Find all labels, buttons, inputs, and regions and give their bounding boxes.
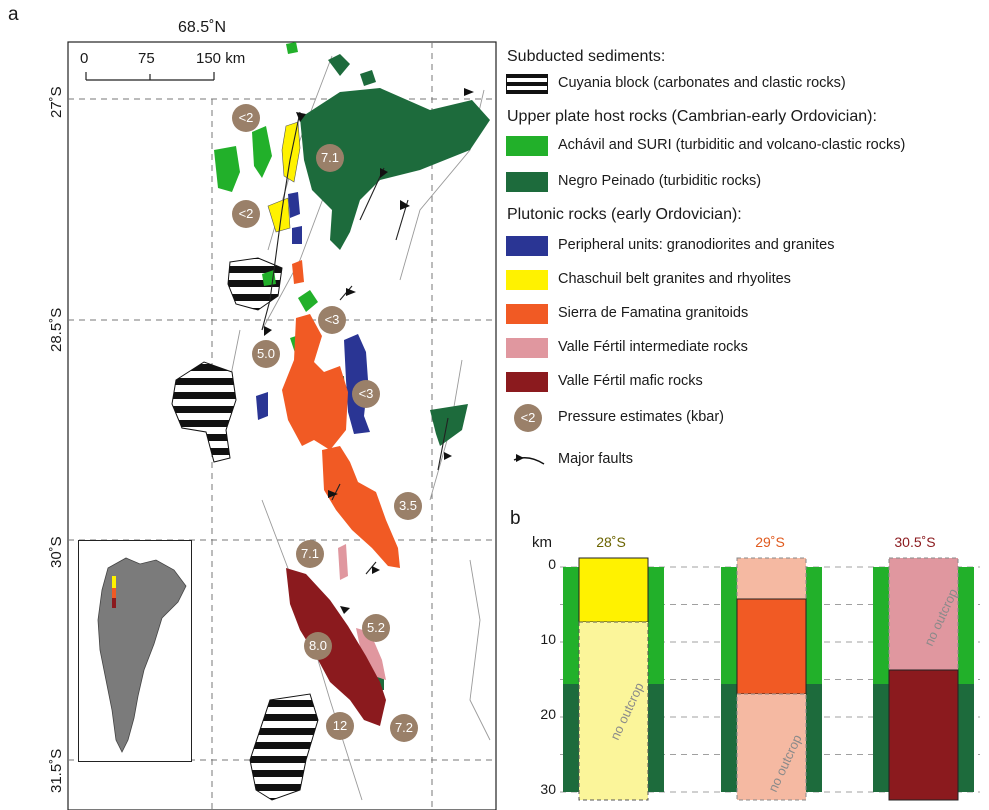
- famatina-swatch: [506, 304, 548, 324]
- y-tick-label: 20: [540, 706, 556, 722]
- legend-label-vf-intermediate: Valle Fértil intermediate rocks: [558, 339, 748, 355]
- column-28s: [563, 557, 664, 801]
- y-tick-label: 30: [540, 781, 556, 797]
- cuyania-swatch: [506, 74, 548, 94]
- inset-locator-map: [78, 540, 192, 762]
- vf-mafic-swatch: [506, 372, 548, 392]
- peripheral-swatch: [506, 236, 548, 256]
- inset-marker-orange: [112, 588, 116, 598]
- chaschuil-units: [267, 121, 301, 233]
- valle-fertil-mafic-units: [286, 568, 386, 726]
- column-30-5s: [873, 557, 974, 801]
- legend-label-chaschuil: Chaschuil belt granites and rhyolites: [558, 271, 791, 287]
- legend-label-achavil: Achávil and SURI (turbiditic and volcano…: [558, 137, 906, 153]
- pressure-badge: <2: [232, 104, 260, 132]
- chaschuil-swatch: [506, 270, 548, 290]
- scale-tick-0: 0: [80, 50, 89, 67]
- map-frame: [67, 41, 497, 810]
- y-axis-unit: km: [532, 534, 552, 551]
- panel-b-label: b: [510, 508, 521, 529]
- y-tick-label: 10: [540, 631, 556, 647]
- achavil-swatch: [506, 136, 548, 156]
- legend-heading-plutonic: Plutonic rocks (early Ordovician):: [507, 206, 742, 223]
- panel-a-label: a: [8, 4, 19, 25]
- legend-label-cuyania: Cuyania block (carbonates and clastic ro…: [558, 75, 846, 91]
- negro-swatch: [506, 172, 548, 192]
- legend-label-vf-mafic: Valle Fértil mafic rocks: [558, 373, 703, 389]
- pressure-badge: 12: [326, 712, 354, 740]
- pressure-badge: 5.0: [252, 340, 280, 368]
- scale-tick-75: 75: [138, 50, 155, 67]
- scale-tick-150: 150 km: [196, 50, 246, 67]
- valle-fertil-intermediate-units: [338, 544, 386, 680]
- legend-label-famatina: Sierra de Famatina granitoids: [558, 305, 749, 321]
- pressure-badge: 7.1: [296, 540, 324, 568]
- pressure-badge: <3: [318, 306, 346, 334]
- legend-heading-subducted: Subducted sediments:: [507, 48, 666, 65]
- legend-label-peripheral: Peripheral units: granodiorites and gran…: [558, 237, 835, 253]
- pressure-badge: 8.0: [304, 632, 332, 660]
- famatina-units: [282, 260, 400, 568]
- column-header-29s: 29˚S: [755, 534, 785, 550]
- pressure-badge: <2: [232, 200, 260, 228]
- pressure-legend-badge: <2: [514, 404, 542, 432]
- legend-label-pressure: Pressure estimates (kbar): [558, 409, 724, 425]
- pressure-badge: 7.2: [390, 714, 418, 742]
- crustal-columns: no outcrop no outcrop no outcrop: [560, 557, 980, 801]
- legend-label-faults: Major faults: [558, 451, 633, 467]
- legend-heading-upper-plate: Upper plate host rocks (Cambrian-early O…: [507, 108, 877, 125]
- vf-intermediate-swatch: [506, 338, 548, 358]
- pressure-badge: 3.5: [394, 492, 422, 520]
- pressure-badge: 7.1: [316, 144, 344, 172]
- column-header-30-5s: 30.5˚S: [894, 534, 936, 550]
- geologic-map: [67, 41, 497, 810]
- column-header-28s: 28˚S: [596, 534, 626, 550]
- pressure-badge: 5.2: [362, 614, 390, 642]
- pressure-badge: <3: [352, 380, 380, 408]
- map-top-label: 68.5˚N: [178, 19, 227, 36]
- argentina-outline: [97, 557, 187, 753]
- fault-ticks: [264, 88, 474, 614]
- legend-label-negro: Negro Peinado (turbiditic rocks): [558, 173, 762, 189]
- inset-marker-yellow: [112, 576, 116, 588]
- fault-symbol-icon: [513, 454, 545, 465]
- y-tick-label: 0: [548, 556, 556, 572]
- inset-marker-red: [112, 598, 116, 608]
- cuyania-blocks: [171, 257, 319, 801]
- scale-bar: [85, 72, 215, 81]
- column-29s: [721, 557, 822, 801]
